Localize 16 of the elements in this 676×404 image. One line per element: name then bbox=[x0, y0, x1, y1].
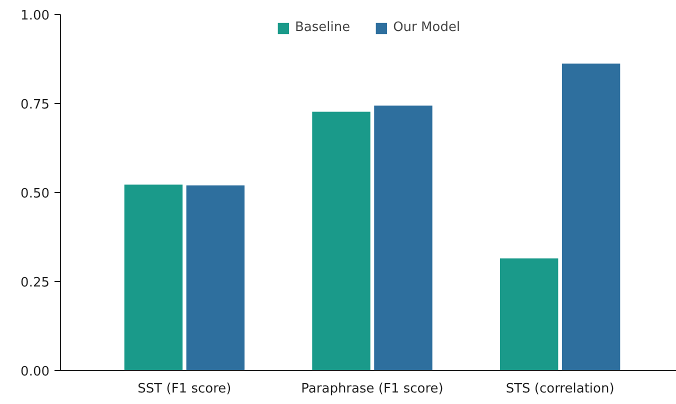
bar bbox=[562, 64, 620, 370]
legend-label: Our Model bbox=[393, 20, 460, 35]
bar bbox=[124, 184, 183, 370]
bar bbox=[312, 112, 370, 370]
y-tick-label: 0.50 bbox=[20, 186, 50, 202]
bar bbox=[500, 258, 558, 370]
x-tick-label: SST (F1 score) bbox=[138, 382, 232, 396]
y-tick-label: 1.00 bbox=[20, 8, 50, 24]
x-tick-label: Paraphrase (F1 score) bbox=[301, 382, 444, 396]
y-tick-label: 0.75 bbox=[20, 98, 50, 112]
bar bbox=[186, 185, 245, 370]
x-tick-label: STS (correlation) bbox=[506, 382, 614, 396]
y-tick-label: 0.00 bbox=[20, 364, 50, 380]
y-tick-label: 0.25 bbox=[20, 276, 50, 290]
bar bbox=[374, 106, 432, 370]
legend-label: Baseline bbox=[294, 20, 350, 35]
